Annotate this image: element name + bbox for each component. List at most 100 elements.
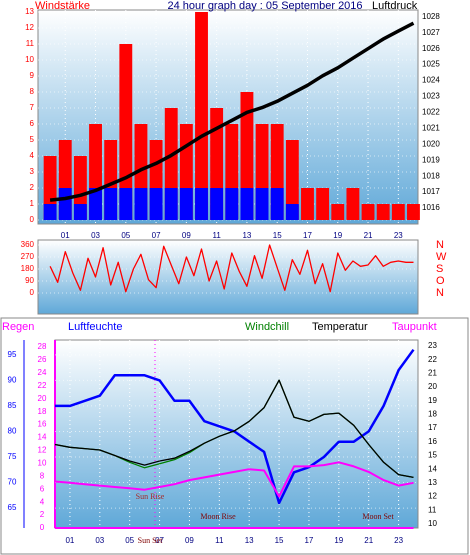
y-tick-label: 1020 <box>422 139 440 148</box>
series-line <box>49 21 415 202</box>
y-tick-label: 18 <box>38 407 47 416</box>
y-tick-label: 90 <box>25 276 34 285</box>
y-tick-label: O <box>436 275 445 287</box>
wind-bar <box>164 188 178 220</box>
y-tick-label: 2 <box>40 510 45 519</box>
y-tick-label: N <box>436 287 444 299</box>
y-tick-label: 4 <box>30 151 35 160</box>
y-tick-label: 12 <box>428 492 437 501</box>
y-tick-label: 20 <box>428 382 437 391</box>
x-tick-label: 11 <box>215 536 224 545</box>
x-tick-label: 13 <box>245 536 254 545</box>
annotation: Moon Set <box>362 512 394 521</box>
legend-temperature: Temperatur <box>312 321 368 333</box>
wind-bar <box>316 188 330 220</box>
x-tick-label: 03 <box>91 231 100 240</box>
wind-bar <box>225 188 239 220</box>
legend-pressure: Luftdruck <box>372 0 418 12</box>
wind-bar <box>270 188 284 220</box>
y-tick-label: 65 <box>8 503 17 512</box>
y-tick-label: 22 <box>38 381 47 390</box>
y-tick-label: 9 <box>30 71 35 80</box>
y-tick-label: 12 <box>25 23 34 32</box>
x-tick-label: 13 <box>242 231 251 240</box>
legend-humidity: Luftfeuchte <box>68 321 122 333</box>
y-tick-label: 28 <box>38 342 47 351</box>
y-tick-label: 7 <box>30 103 35 112</box>
y-tick-label: 11 <box>26 39 35 48</box>
legend-dewpoint: Taupunkt <box>392 321 437 333</box>
annotation: Sun Rise <box>136 492 165 501</box>
y-tick-label: 1021 <box>422 123 440 132</box>
x-tick-label: 15 <box>275 536 284 545</box>
y-tick-label: 1023 <box>422 92 440 101</box>
y-tick-label: 6 <box>40 484 45 493</box>
annotation: Moon Rise <box>200 512 236 521</box>
y-tick-label: 3 <box>30 167 35 176</box>
x-tick-label: 05 <box>125 536 134 545</box>
y-tick-label: 22 <box>428 355 437 364</box>
y-tick-label: W <box>436 251 447 263</box>
y-tick-label: 1026 <box>422 44 440 53</box>
y-tick-label: 10 <box>38 459 47 468</box>
wind-bar <box>285 204 299 220</box>
y-tick-label: 90 <box>8 375 17 384</box>
wind-bar <box>195 188 208 220</box>
y-tick-label: 1017 <box>422 187 440 196</box>
y-tick-label: 18 <box>428 410 437 419</box>
wind-bar <box>73 204 87 220</box>
y-tick-label: 85 <box>8 401 17 410</box>
wind-bar <box>134 188 148 220</box>
y-tick-label: 10 <box>428 519 437 528</box>
y-tick-label: 11 <box>428 505 437 514</box>
y-tick-label: 10 <box>25 55 34 64</box>
y-tick-label: 5 <box>30 135 35 144</box>
x-tick-label: 07 <box>155 536 164 545</box>
wind-bar <box>376 204 390 220</box>
y-tick-label: 270 <box>21 252 35 261</box>
y-tick-label: 360 <box>21 240 35 249</box>
x-tick-label: 09 <box>185 536 194 545</box>
x-tick-label: 17 <box>304 536 313 545</box>
y-tick-label: 1 <box>30 199 35 208</box>
x-tick-label: 11 <box>212 231 221 240</box>
annotation: Sun Set <box>138 536 163 545</box>
wind-bar <box>210 188 224 220</box>
chart-title: 24 hour graph day : 05 September 2016 <box>167 0 362 12</box>
y-tick-label: 12 <box>38 446 47 455</box>
wind-bar <box>255 188 269 220</box>
wind-bar <box>331 204 345 220</box>
y-tick-label: 95 <box>8 350 17 359</box>
x-tick-label: 01 <box>65 536 74 545</box>
y-tick-label: 4 <box>40 497 45 506</box>
wind-bar <box>361 204 375 220</box>
wind-bar <box>240 188 254 220</box>
y-tick-label: 19 <box>428 396 437 405</box>
wind-bar <box>89 188 102 220</box>
wind-bar <box>179 188 193 220</box>
legend-wind: Windstärke <box>35 0 90 12</box>
x-tick-label: 23 <box>394 536 403 545</box>
y-tick-label: N <box>436 239 444 251</box>
y-tick-label: 75 <box>8 452 17 461</box>
wind-bar <box>346 188 360 220</box>
y-tick-label: 1022 <box>422 108 440 117</box>
panel-frame <box>0 317 469 555</box>
y-tick-label: 1019 <box>422 155 440 164</box>
y-tick-label: 13 <box>25 7 34 16</box>
series-line <box>54 379 414 479</box>
series-line <box>49 244 414 293</box>
wind-bar <box>104 188 118 220</box>
wind-bar <box>119 188 133 220</box>
x-tick-label: 19 <box>334 536 343 545</box>
x-tick-label: 03 <box>95 536 104 545</box>
y-tick-label: 16 <box>38 420 47 429</box>
wind-bar <box>391 204 405 220</box>
y-tick-label: 16 <box>428 437 437 446</box>
y-tick-label: 14 <box>38 433 47 442</box>
wind-bar <box>407 204 420 220</box>
y-tick-label: 6 <box>30 119 35 128</box>
wind-bar <box>285 140 299 220</box>
x-tick-label: 05 <box>121 231 130 240</box>
x-tick-label: 17 <box>303 231 312 240</box>
